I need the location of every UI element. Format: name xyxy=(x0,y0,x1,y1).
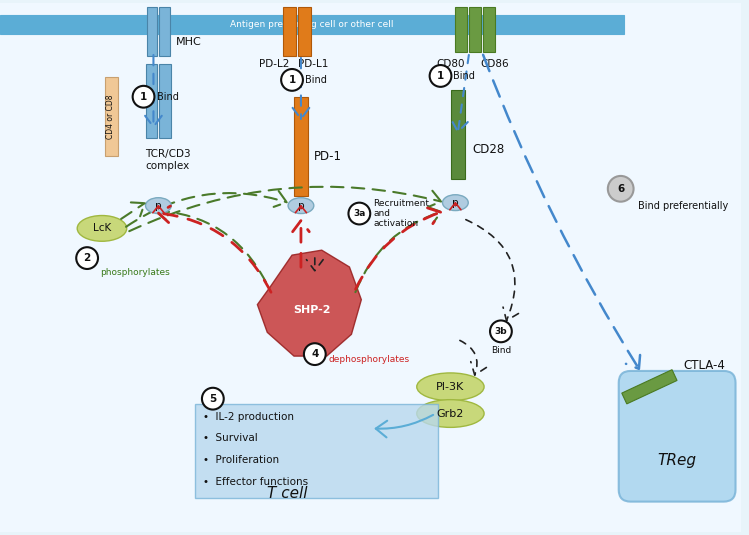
Circle shape xyxy=(430,65,452,87)
Text: CD4 or CD8: CD4 or CD8 xyxy=(106,94,115,139)
Bar xyxy=(469,6,481,52)
Text: CD80: CD80 xyxy=(436,59,464,69)
Bar xyxy=(147,6,157,56)
Text: 1: 1 xyxy=(288,75,296,85)
Text: 2: 2 xyxy=(83,253,91,263)
Text: Bind: Bind xyxy=(157,91,179,102)
Text: PD-1: PD-1 xyxy=(314,150,342,163)
Text: 3a: 3a xyxy=(354,209,366,218)
Text: PD-L1: PD-L1 xyxy=(297,59,328,69)
Bar xyxy=(294,97,308,196)
Text: •  Survival: • Survival xyxy=(203,433,258,444)
Text: phosphorylates: phosphorylates xyxy=(100,268,170,277)
Ellipse shape xyxy=(416,373,484,401)
Ellipse shape xyxy=(416,400,484,427)
Text: •  IL-2 production: • IL-2 production xyxy=(203,411,294,422)
Text: Recruitment
and
activation: Recruitment and activation xyxy=(373,198,429,228)
Text: 3b: 3b xyxy=(494,327,507,336)
Text: complex: complex xyxy=(145,161,189,171)
Text: Grb2: Grb2 xyxy=(437,409,464,418)
Text: CD28: CD28 xyxy=(472,143,505,156)
Circle shape xyxy=(281,69,303,91)
Text: •  Proliferation: • Proliferation xyxy=(203,455,279,465)
Text: TCR/CD3: TCR/CD3 xyxy=(145,149,191,159)
Text: TReg: TReg xyxy=(658,453,697,468)
Text: Antigen presenting cell or other cell: Antigen presenting cell or other cell xyxy=(230,20,393,29)
Circle shape xyxy=(133,86,154,108)
Ellipse shape xyxy=(77,216,127,241)
Text: Bind: Bind xyxy=(453,71,476,81)
Bar xyxy=(145,64,157,139)
Bar xyxy=(160,64,172,139)
Polygon shape xyxy=(258,250,361,356)
Text: Bind preferentially: Bind preferentially xyxy=(637,201,728,211)
Circle shape xyxy=(202,388,224,410)
Bar xyxy=(483,6,495,52)
Ellipse shape xyxy=(443,195,468,211)
Text: p: p xyxy=(297,201,304,211)
Text: SHP-2: SHP-2 xyxy=(293,304,330,315)
Text: 4: 4 xyxy=(311,349,318,359)
Bar xyxy=(452,90,465,179)
Circle shape xyxy=(608,176,634,202)
FancyBboxPatch shape xyxy=(55,176,609,508)
Circle shape xyxy=(490,320,512,342)
Circle shape xyxy=(304,343,326,365)
Text: CD86: CD86 xyxy=(481,59,509,69)
Text: dephosphorylates: dephosphorylates xyxy=(329,355,410,364)
Bar xyxy=(283,6,296,56)
Text: CTLA-4: CTLA-4 xyxy=(683,358,725,371)
Text: Bind: Bind xyxy=(491,346,511,355)
Text: T cell: T cell xyxy=(267,486,307,501)
Bar xyxy=(105,77,118,156)
Ellipse shape xyxy=(145,198,172,213)
Text: Bind: Bind xyxy=(305,75,327,85)
Circle shape xyxy=(76,247,98,269)
FancyBboxPatch shape xyxy=(619,371,736,502)
Text: 6: 6 xyxy=(617,184,625,194)
Ellipse shape xyxy=(288,198,314,213)
Bar xyxy=(0,14,624,34)
Text: p: p xyxy=(452,197,458,208)
Polygon shape xyxy=(622,370,677,404)
Text: PI-3K: PI-3K xyxy=(437,382,464,392)
Circle shape xyxy=(348,203,370,225)
Text: •  Effector functions: • Effector functions xyxy=(203,477,308,487)
Bar xyxy=(160,6,170,56)
Text: 5: 5 xyxy=(209,394,216,404)
Text: PD-L2: PD-L2 xyxy=(259,59,289,69)
Bar xyxy=(455,6,467,52)
Text: LcK: LcK xyxy=(93,224,111,233)
Text: p: p xyxy=(155,201,162,211)
Text: MHC: MHC xyxy=(176,37,202,47)
Bar xyxy=(195,403,437,498)
Text: 1: 1 xyxy=(140,91,147,102)
Bar xyxy=(298,6,311,56)
Text: 1: 1 xyxy=(437,71,444,81)
